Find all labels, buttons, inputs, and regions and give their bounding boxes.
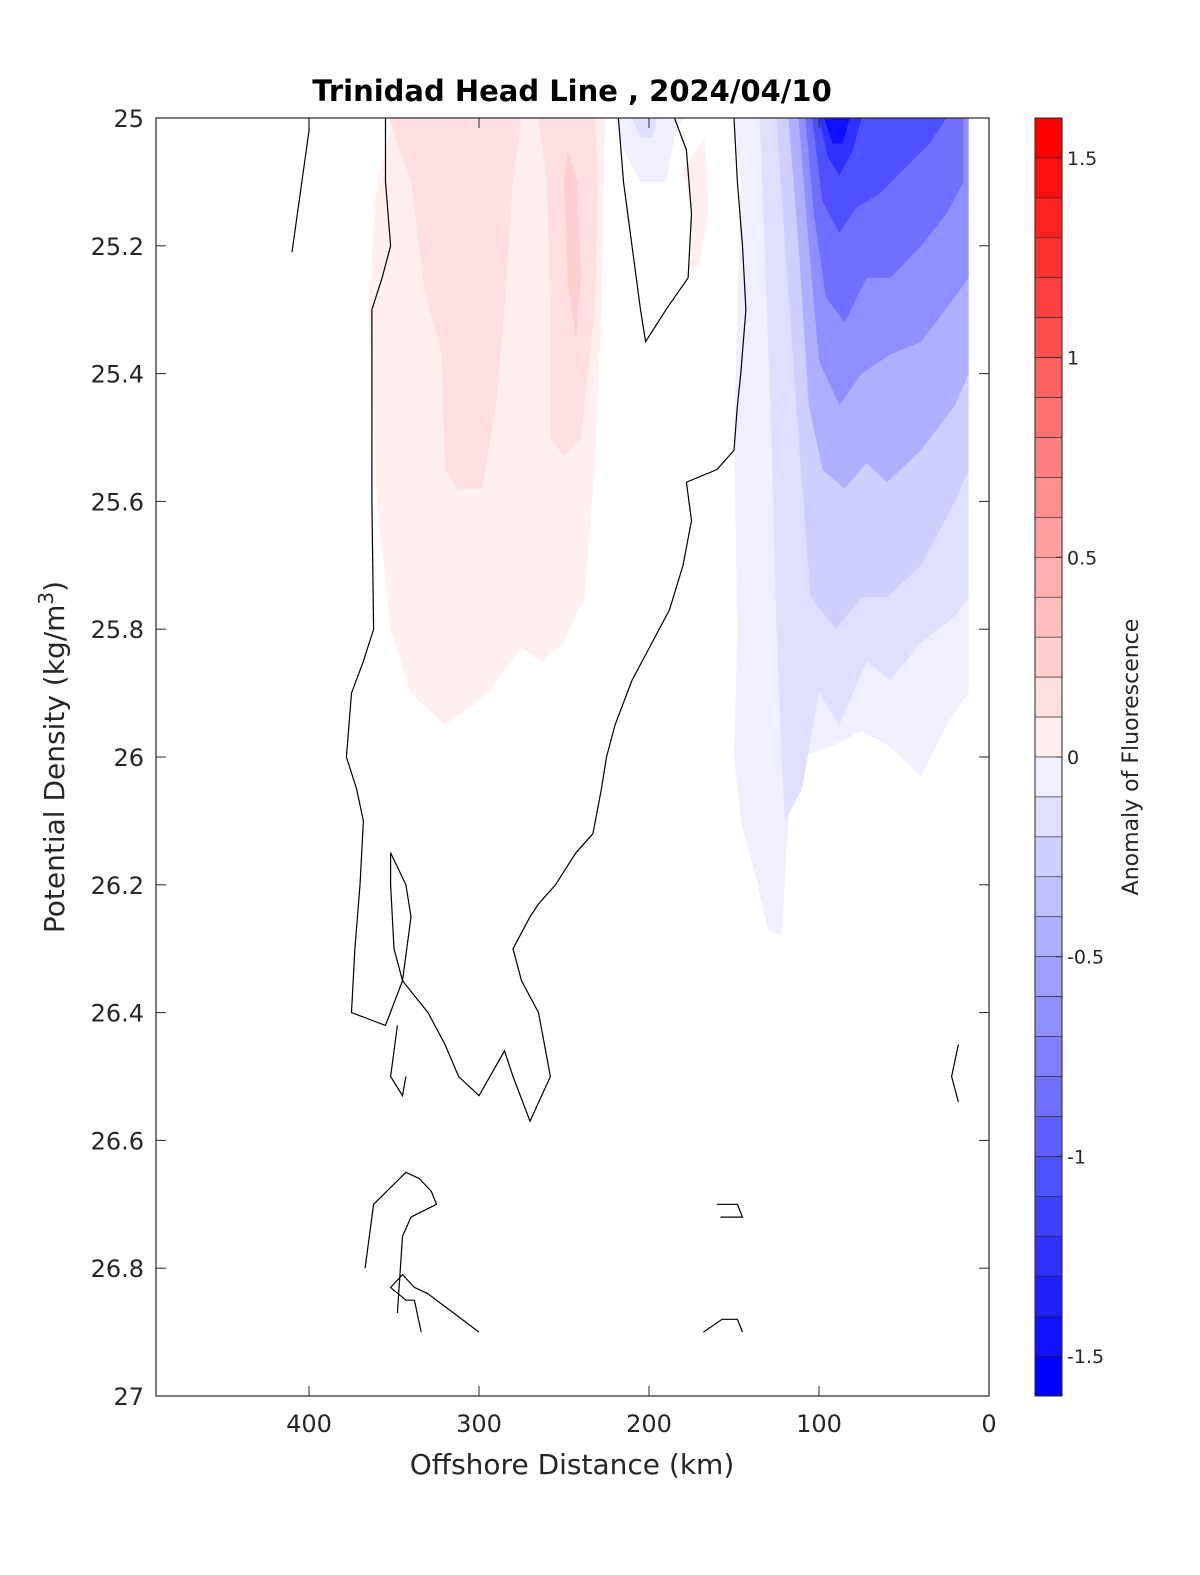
y-tick-label: 27 bbox=[113, 1383, 144, 1411]
colorbar-bin bbox=[1034, 557, 1063, 598]
colorbar-bin bbox=[1034, 1076, 1063, 1117]
colorbar-bin bbox=[1034, 1315, 1063, 1357]
nearshore-blue-1.5-fill bbox=[824, 118, 850, 144]
contour-main-west bbox=[345, 117, 747, 1123]
y-tick-label: 26.2 bbox=[91, 872, 144, 900]
contour-small-1 bbox=[389, 1025, 407, 1098]
colorbar-bin bbox=[1034, 716, 1063, 758]
y-tick-label: 26.6 bbox=[91, 1127, 144, 1155]
contour-small-2 bbox=[364, 1171, 438, 1313]
colorbar-bin bbox=[1034, 437, 1063, 478]
colorbar-bin bbox=[1034, 1275, 1063, 1317]
colorbar-bin bbox=[1034, 956, 1063, 997]
offshore-pink-center-fill bbox=[388, 118, 522, 489]
colorbar-bin bbox=[1034, 517, 1063, 558]
x-tick-label: 200 bbox=[626, 1410, 672, 1438]
colorbar-bin bbox=[1034, 1196, 1063, 1237]
colorbar-bin bbox=[1034, 596, 1063, 638]
chart-title: Trinidad Head Line , 2024/04/10 bbox=[312, 74, 832, 108]
y-axis-title: Potential Density (kg/m3) bbox=[34, 581, 71, 933]
colorbar-bin bbox=[1034, 636, 1063, 678]
colorbar-bin bbox=[1034, 397, 1063, 438]
x-axis: 400 300 200 100 0 bbox=[286, 118, 997, 1438]
offshore-blue-sliver-fill bbox=[615, 118, 683, 182]
contour-nearshore-1 bbox=[950, 1044, 959, 1103]
x-tick-label: 0 bbox=[981, 1410, 996, 1438]
colorbar-bin bbox=[1034, 1036, 1063, 1077]
colorbar-bin bbox=[1034, 277, 1063, 318]
colorbar-bin bbox=[1034, 477, 1063, 518]
colorbar-tick-label: -0.5 bbox=[1067, 947, 1104, 969]
colorbar-bin bbox=[1034, 996, 1063, 1037]
colorbar-tick-label: 1.5 bbox=[1067, 148, 1097, 170]
colorbar-tick-label: 0.5 bbox=[1067, 547, 1097, 569]
colorbar-bin bbox=[1034, 1355, 1063, 1397]
x-tick-label: 300 bbox=[456, 1410, 502, 1438]
colorbar-tick-label: -1.5 bbox=[1067, 1346, 1104, 1368]
y-tick-label: 25.8 bbox=[91, 616, 144, 644]
y-tick-label: 26 bbox=[113, 744, 144, 772]
nearshore-pink-spot-fill bbox=[683, 137, 709, 272]
y-tick-label: 25.6 bbox=[91, 488, 144, 516]
plot-area: 400 300 200 100 0 25 25.2 25.4 25.6 25.8 26 26.2 26… bbox=[91, 105, 997, 1438]
x-tick-label: 100 bbox=[796, 1410, 842, 1438]
y-tick-label: 25 bbox=[113, 105, 144, 133]
contour-small-4 bbox=[717, 1203, 744, 1218]
colorbar-bin bbox=[1034, 1235, 1063, 1277]
x-tick-label: 400 bbox=[286, 1410, 332, 1438]
y-tick-label: 26.8 bbox=[91, 1255, 144, 1283]
colorbar-bin bbox=[1034, 357, 1063, 398]
colorbar-tick-label: 1 bbox=[1067, 348, 1079, 370]
contour-offshore-channel bbox=[617, 117, 693, 344]
colorbar-title: Anomaly of Fluorescence bbox=[1119, 619, 1144, 896]
colorbar-bin bbox=[1034, 836, 1063, 878]
contour-small-3 bbox=[389, 1273, 480, 1333]
y-tick-label: 25.2 bbox=[91, 233, 144, 261]
x-axis-title: Offshore Distance (km) bbox=[410, 1448, 735, 1481]
colorbar-bin bbox=[1034, 317, 1063, 358]
colorbar-bin bbox=[1034, 1156, 1063, 1197]
colorbar-bin bbox=[1034, 117, 1063, 159]
colorbar-bin bbox=[1034, 197, 1063, 239]
colorbar-bin bbox=[1034, 756, 1063, 798]
colorbar-bin bbox=[1034, 876, 1063, 918]
colorbar-bin bbox=[1034, 237, 1063, 279]
inner-pink-core-fill bbox=[564, 150, 581, 342]
contour-small-5 bbox=[703, 1318, 744, 1333]
colorbar-bin bbox=[1034, 796, 1063, 838]
y-tick-label: 25.4 bbox=[91, 361, 144, 389]
y-axis: 25 25.2 25.4 25.6 25.8 26 26.2 26.4 26.6 26.8 27 bbox=[91, 105, 989, 1411]
colorbar-bin bbox=[1034, 676, 1063, 718]
colorbar-bin bbox=[1034, 916, 1063, 957]
offshore-blue-tip-fill bbox=[632, 118, 658, 138]
colorbar-bin bbox=[1034, 1116, 1063, 1157]
inner-pink-band-fill bbox=[538, 118, 598, 457]
y-tick-label: 26.4 bbox=[91, 1000, 144, 1028]
colorbar: 1.5 1 0.5 0 -0.5 -1 -1.5 bbox=[1034, 117, 1104, 1397]
colorbar-tick-label: 0 bbox=[1067, 747, 1079, 769]
anomaly-fills bbox=[334, 118, 969, 936]
colorbar-bin bbox=[1034, 157, 1063, 199]
colorbar-tick-label: -1 bbox=[1067, 1146, 1086, 1168]
